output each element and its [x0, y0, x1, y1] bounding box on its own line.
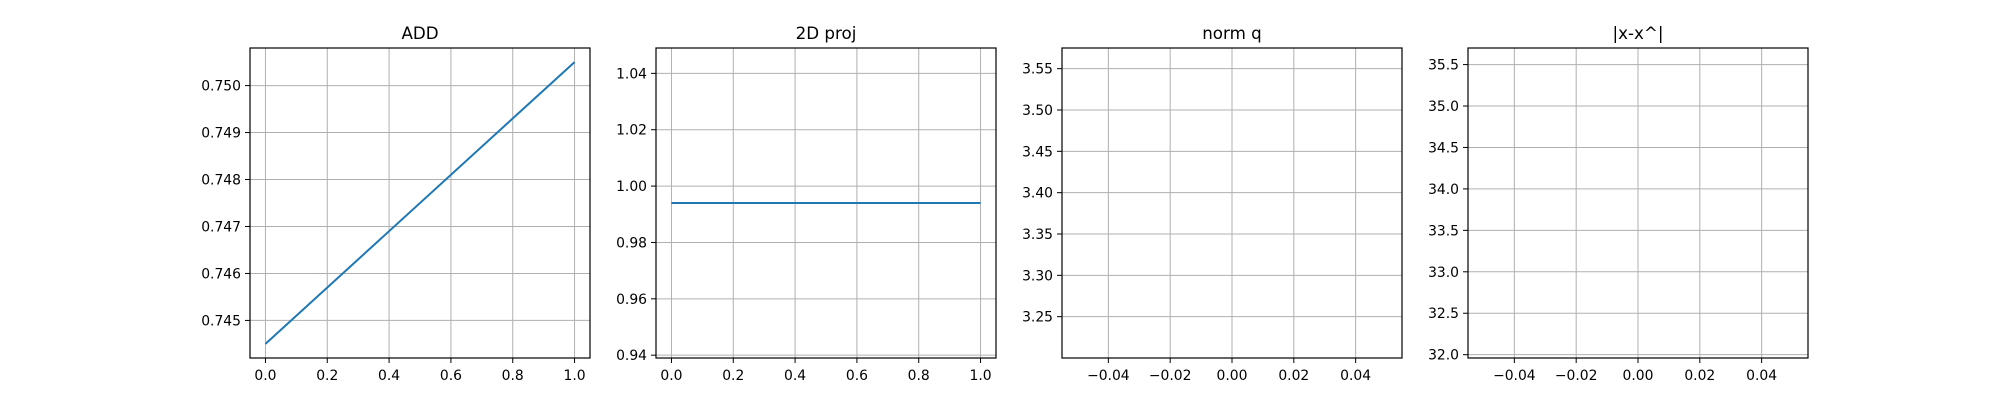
y-tick-label: 3.35	[1022, 227, 1053, 243]
y-tick-label: 34.5	[1428, 140, 1459, 156]
y-tick-label: 0.749	[201, 126, 241, 142]
x-tick-label: 0.04	[1340, 368, 1371, 384]
x-tick-label: 0.2	[722, 368, 744, 384]
x-tick-label: 0.2	[316, 368, 338, 384]
y-tick-label: 32.0	[1428, 348, 1459, 364]
x-tick-label: 0.00	[1623, 368, 1654, 384]
y-tick-label: 1.02	[616, 123, 647, 139]
chart-title: 2D proj	[796, 23, 857, 43]
y-tick-label: 3.50	[1022, 103, 1053, 119]
y-tick-label: 0.747	[201, 219, 241, 235]
y-tick-label: 33.0	[1428, 265, 1459, 281]
x-tick-label: 0.02	[1684, 368, 1715, 384]
axes-frame	[249, 47, 591, 359]
chart-title: norm q	[1202, 23, 1262, 43]
y-tick-label: 3.40	[1022, 186, 1053, 202]
x-tick-label: 0.00	[1217, 368, 1248, 384]
subplot-2: 0.0 0.2 0.4 0.6 0.8 1.0 0.94 0.96 0.98 1.00 1.02 1.…	[616, 23, 997, 384]
y-tick-label: 35.0	[1428, 99, 1459, 115]
x-tick-label: 1.0	[969, 368, 991, 384]
y-tick-label: 0.748	[201, 173, 241, 189]
y-tick-label: 0.745	[201, 313, 241, 329]
x-tick-label: 0.04	[1746, 368, 1777, 384]
x-tick-label: 0.6	[440, 368, 462, 384]
y-tick-label: 35.5	[1428, 58, 1459, 74]
y-tick-label: 34.0	[1428, 182, 1459, 198]
y-tick-label: 1.00	[616, 179, 647, 195]
y-tick-label: 3.25	[1022, 310, 1053, 326]
y-tick-label: 0.746	[201, 266, 241, 282]
x-tick-label: 0.0	[254, 368, 276, 384]
y-tick-label: 33.5	[1428, 223, 1459, 239]
y-tick-label: 0.96	[616, 292, 647, 308]
x-tick-label: 0.02	[1278, 368, 1309, 384]
chart-title: ADD	[401, 23, 438, 43]
y-tick-label: 32.5	[1428, 306, 1459, 322]
x-tick-label: −0.02	[1149, 368, 1192, 384]
x-tick-label: 0.6	[846, 368, 868, 384]
y-tick-label: 0.98	[616, 235, 647, 251]
x-tick-label: 0.4	[784, 368, 806, 384]
x-tick-label: 1.0	[563, 368, 585, 384]
x-tick-label: −0.02	[1555, 368, 1598, 384]
y-tick-label: 3.45	[1022, 144, 1053, 160]
axes-frame	[655, 47, 997, 359]
x-tick-label: −0.04	[1493, 368, 1536, 384]
subplot-3: −0.04 −0.02 0.00 0.02 0.04 3.25 3.30 3.35 3.40 3.…	[1022, 23, 1403, 384]
y-tick-label: 0.94	[616, 348, 647, 364]
x-tick-label: −0.04	[1087, 368, 1130, 384]
subplot-1: 0.0 0.2 0.4 0.6 0.8 1.0 0.745 0.746 0.747 0.748 0.…	[201, 23, 591, 384]
x-tick-label: 0.0	[660, 368, 682, 384]
x-tick-label: 0.8	[908, 368, 930, 384]
chart-title: |x-x^|	[1613, 23, 1664, 43]
series-line	[264, 61, 576, 345]
y-tick-label: 3.55	[1022, 62, 1053, 78]
x-tick-label: 0.4	[378, 368, 400, 384]
x-tick-label: 0.8	[502, 368, 524, 384]
y-tick-label: 0.750	[201, 79, 241, 95]
y-tick-label: 1.04	[616, 66, 647, 82]
subplot-4: −0.04 −0.02 0.00 0.02 0.04 32.0 32.5 33.0 33.5 34…	[1428, 23, 1809, 384]
y-tick-label: 3.30	[1022, 268, 1053, 284]
